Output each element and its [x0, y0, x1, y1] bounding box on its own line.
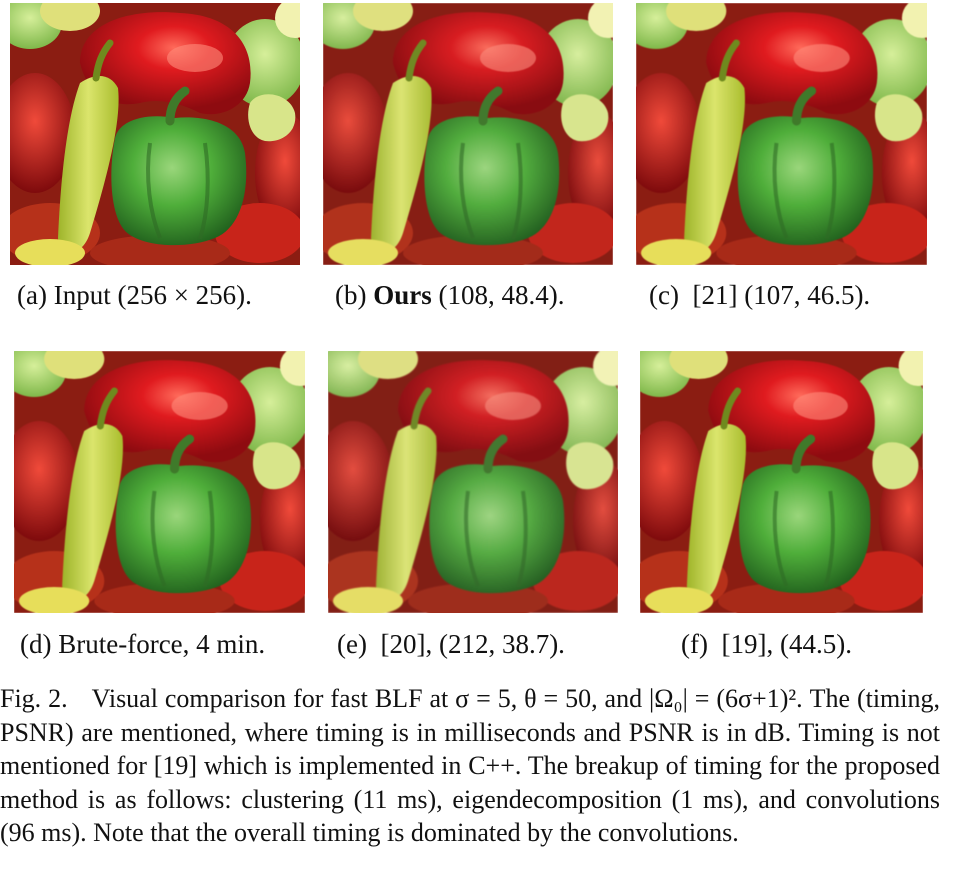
panel-f-label: (f) [19], (44.5). [681, 629, 852, 659]
panel-e-label: (e) [20], (212, 38.7). [337, 629, 565, 659]
panel-c-image [636, 3, 927, 265]
caption-text: Visual comparison for fast BLF at σ = 5,… [0, 684, 940, 847]
panel-e-image [328, 351, 618, 613]
panel-a-image [10, 3, 300, 265]
figure-number: Fig. 2. [0, 684, 68, 713]
panel-b-label: (b) Ours (108, 48.4). [335, 280, 565, 310]
panel-b-image [323, 3, 613, 265]
panel-a-label: (a) Input (256 × 256). [17, 280, 252, 310]
panel-f-image [640, 351, 923, 613]
panel-c-label: (c) [21] (107, 46.5). [649, 280, 871, 310]
panel-d-label: (d) Brute-force, 4 min. [20, 629, 266, 659]
figure-caption: Fig. 2. Visual comparison for fast BLF at… [0, 682, 940, 850]
panel-d-image [14, 351, 305, 613]
